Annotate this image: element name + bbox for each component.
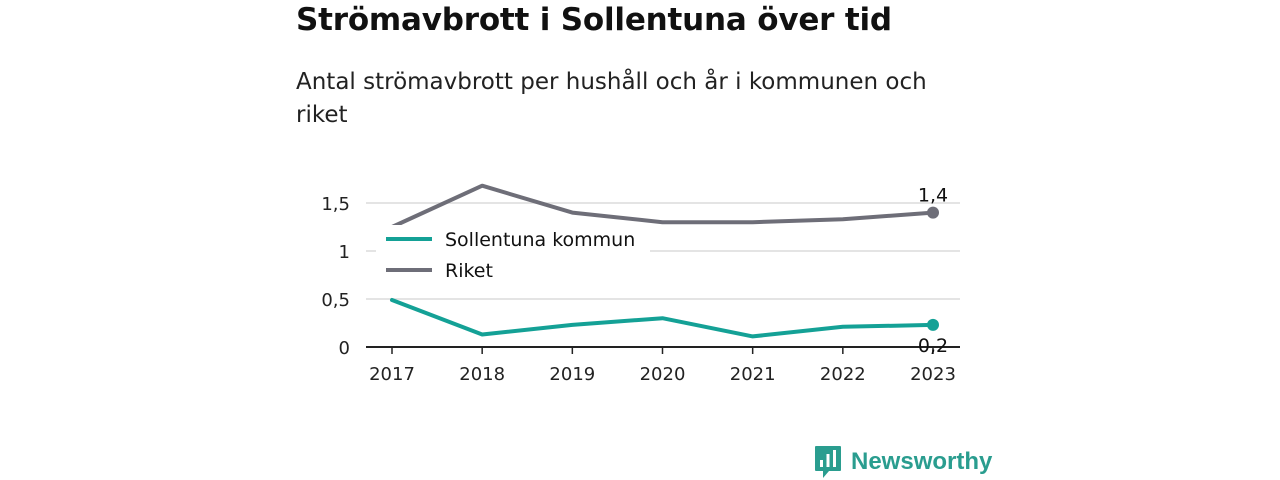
series-end-marker [927,318,939,331]
x-tick-label: 2018 [459,364,505,385]
legend-label: Sollentuna kommun [445,229,635,251]
x-tick-label: 2019 [549,364,595,385]
series-lines [390,183,939,339]
legend-background [376,225,650,287]
x-tick-label: 2021 [730,364,776,385]
y-tick-label: 0 [339,338,350,359]
series-end-marker [927,206,939,219]
chart-title: Strömavbrott i Sollentuna över tid [296,2,892,38]
y-tick-label: 0,5 [321,290,350,311]
bar-chart-icon [815,446,841,478]
end-value-label: 1,4 [918,185,948,207]
series-line [390,183,935,229]
x-axis: 2017 2018 2019 2020 2021 2022 2023 [366,346,960,385]
x-tick-label: 2020 [640,364,686,385]
line-chart: 0 0,5 1 1,5 2017 2018 2019 2020 2021 2022 2023 So… [321,183,960,385]
legend: Sollentuna kommun Riket [376,225,650,287]
end-value-label: 0,2 [918,335,948,357]
x-tick-label: 2022 [820,364,866,385]
y-axis-ticks: 0 0,5 1 1,5 [321,194,350,359]
legend-label: Riket [445,260,493,282]
x-tick-label: 2023 [910,364,956,385]
x-tick-label: 2017 [369,364,415,385]
series-line [390,298,935,339]
y-tick-label: 1 [339,242,350,263]
end-labels: 0,2 1,4 [918,185,948,357]
newsworthy-logo: Newsworthy [814,444,992,480]
y-tick-label: 1,5 [321,194,350,215]
brand-name: Newsworthy [851,448,993,475]
chart-subtitle: Antal strömavbrott per hushåll och år i … [296,69,927,128]
